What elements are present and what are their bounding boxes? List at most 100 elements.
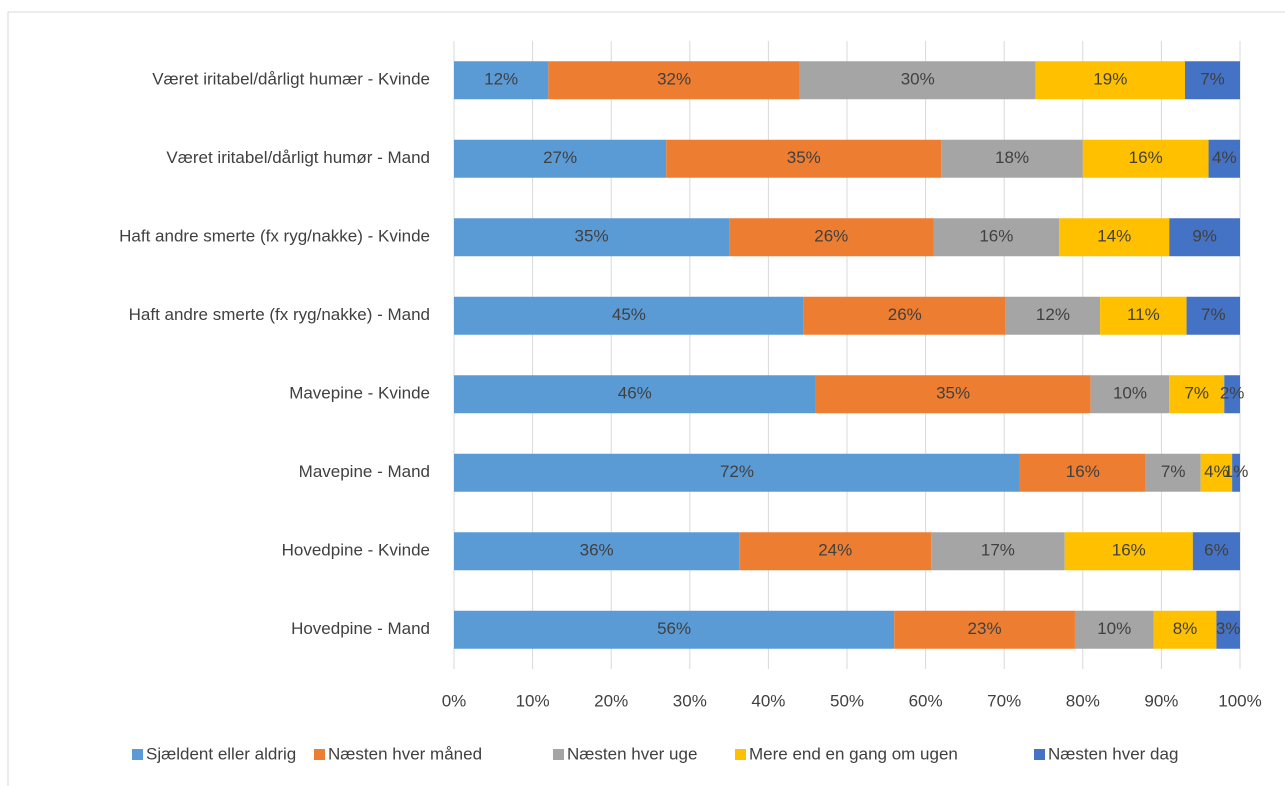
bar-segment (454, 532, 740, 571)
data-label: 16% (1129, 148, 1163, 167)
legend-swatch (132, 749, 143, 760)
y-tick-label: Haft andre smerte (fx ryg/nakke) - Mand (129, 305, 430, 324)
bar-segment (454, 610, 895, 649)
data-label: 24% (818, 541, 852, 560)
bar-segment (1184, 61, 1240, 100)
bar-segment (454, 61, 549, 100)
chart-frame (7, 11, 1285, 786)
data-label: 7% (1200, 70, 1225, 89)
bar-segment (1019, 453, 1146, 492)
x-tick-label: 90% (1144, 691, 1178, 710)
bar-segment (1145, 453, 1201, 492)
data-label: 14% (1097, 227, 1131, 246)
data-label: 10% (1113, 384, 1147, 403)
legend-label: Næsten hver uge (567, 744, 697, 763)
data-label: 16% (1112, 541, 1146, 560)
data-label: 12% (1036, 305, 1070, 324)
legend-label: Mere end en gang om ugen (749, 744, 958, 763)
bar-segment (1059, 218, 1170, 257)
data-label: 6% (1204, 541, 1229, 560)
bar-segment (1090, 375, 1170, 414)
bar-segment (933, 218, 1060, 257)
y-tick-label: Mavepine - Mand (299, 462, 430, 481)
data-label: 27% (543, 148, 577, 167)
data-label: 4% (1212, 148, 1237, 167)
x-tick-label: 30% (673, 691, 707, 710)
bar-segment (1224, 375, 1240, 414)
x-tick-label: 80% (1066, 691, 1100, 710)
bar-segment (729, 218, 934, 257)
x-tick-label: 0% (442, 691, 467, 710)
bar-segment (1153, 610, 1217, 649)
x-tick-label: 50% (830, 691, 864, 710)
data-label: 17% (981, 541, 1015, 560)
bar-segment (803, 296, 1006, 335)
x-tick-label: 100% (1218, 691, 1261, 710)
data-label: 72% (720, 462, 754, 481)
data-label: 16% (1066, 462, 1100, 481)
data-label: 26% (888, 305, 922, 324)
legend-swatch (314, 749, 325, 760)
x-tick-label: 60% (909, 691, 943, 710)
data-label: 1% (1224, 462, 1249, 481)
bar-segment (1200, 453, 1233, 492)
data-label: 9% (1192, 227, 1217, 246)
legend-swatch (553, 749, 564, 760)
bar-segment (815, 375, 1091, 414)
bar-segment (894, 610, 1075, 649)
y-tick-label: Haft andre smerte (fx ryg/nakke) - Kvind… (119, 227, 430, 246)
data-label: 56% (657, 619, 691, 638)
bar-segment (1169, 218, 1240, 257)
data-label: 23% (968, 619, 1002, 638)
bar-segment (1192, 532, 1240, 571)
data-label: 18% (995, 148, 1029, 167)
data-label: 11% (1127, 305, 1160, 324)
bar-segment (454, 218, 730, 257)
bar-segment (454, 375, 816, 414)
bar-segment (1100, 296, 1187, 335)
data-label: 4% (1204, 462, 1229, 481)
data-label: 7% (1184, 384, 1209, 403)
data-label: 35% (936, 384, 970, 403)
data-label: 45% (612, 305, 646, 324)
y-tick-label: Hovedpine - Kvinde (282, 541, 430, 560)
legend-label: Næsten hver dag (1048, 744, 1178, 763)
y-tick-label: Mavepine - Kvinde (289, 384, 430, 403)
data-label: 26% (814, 227, 848, 246)
bar-segment (1064, 532, 1193, 571)
data-label: 10% (1097, 619, 1131, 638)
data-label: 35% (787, 148, 821, 167)
data-label: 7% (1201, 305, 1226, 324)
data-label: 30% (901, 70, 935, 89)
bar-segment (1169, 375, 1225, 414)
bar-segment (454, 453, 1020, 492)
bar-segment (666, 139, 942, 178)
y-tick-label: Været iritabel/dårligt humær - Kvinde (152, 70, 430, 89)
x-tick-label: 40% (751, 691, 785, 710)
bar-segment (1074, 610, 1154, 649)
bar-segment (454, 139, 667, 178)
data-label: 19% (1093, 70, 1127, 89)
bar-segment (1005, 296, 1101, 335)
bar-segment (931, 532, 1065, 571)
x-tick-label: 10% (516, 691, 550, 710)
y-tick-label: Været iritabel/dårligt humør - Mand (166, 148, 430, 167)
data-label: 16% (979, 227, 1013, 246)
y-tick-label: Hovedpine - Mand (291, 619, 430, 638)
legend-label: Sjældent eller aldrig (146, 744, 296, 763)
data-label: 2% (1220, 384, 1245, 403)
data-label: 36% (580, 541, 614, 560)
legend-swatch (735, 749, 746, 760)
legend-swatch (1034, 749, 1045, 760)
x-tick-label: 20% (594, 691, 628, 710)
data-label: 46% (618, 384, 652, 403)
bar-segment (1035, 61, 1185, 100)
data-label: 3% (1216, 619, 1241, 638)
data-label: 35% (575, 227, 609, 246)
bar-segment (739, 532, 932, 571)
data-label: 7% (1161, 462, 1186, 481)
bar-segment (941, 139, 1083, 178)
bar-segment (799, 61, 1036, 100)
x-tick-label: 70% (987, 691, 1021, 710)
